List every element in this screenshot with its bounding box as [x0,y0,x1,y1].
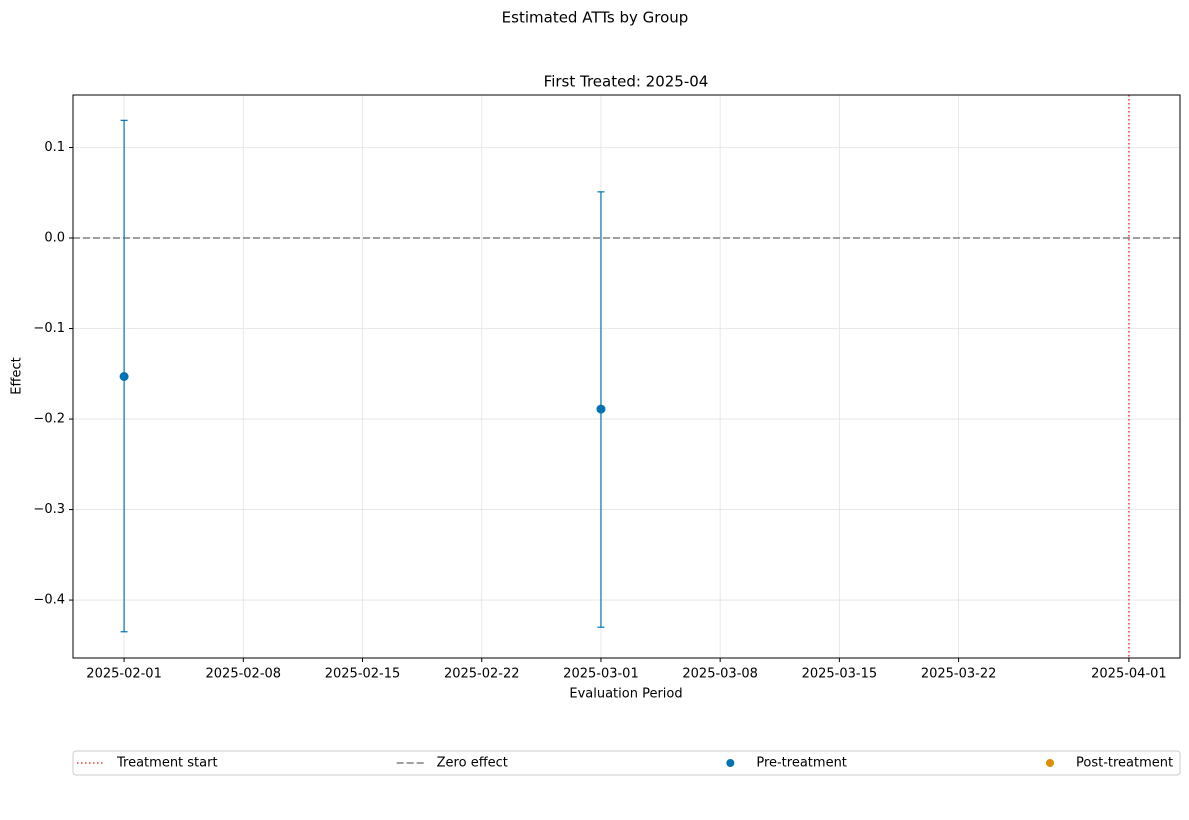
legend-box [72,750,1181,776]
x-tick-label: 2025-02-01 [86,667,162,682]
y-tick-label: −0.2 [33,412,65,427]
y-tick-label: 0.1 [44,140,65,155]
suptitle: Estimated ATTs by Group [502,9,689,27]
x-tick-label: 2025-03-15 [802,667,878,682]
y-tick-label: −0.3 [33,502,65,517]
y-tick-label: 0.0 [44,231,65,246]
x-tick-label: 2025-03-08 [682,667,758,682]
axes-frame [72,94,1181,659]
legend-label: Treatment start [116,756,218,771]
x-tick-label: 2025-02-15 [325,667,401,682]
x-tick-label: 2025-04-01 [1091,667,1167,682]
x-tick-label: 2025-02-22 [444,667,520,682]
chart-title: First Treated: 2025-04 [544,73,709,91]
x-tick-label: 2025-03-22 [921,667,997,682]
y-tick-label: −0.4 [33,593,65,608]
legend-label: Zero effect [437,756,508,771]
x-tick-label: 2025-03-01 [563,667,639,682]
y-axis-label: Effect [10,357,25,394]
point [119,372,129,381]
legend-label: Pre-treatment [756,756,847,771]
legend-dot [1046,759,1054,767]
legend-label: Post-treatment [1076,756,1173,771]
x-axis-label: Evaluation Period [569,687,682,702]
y-tick-label: −0.1 [33,321,65,336]
x-tick-label: 2025-02-08 [206,667,282,682]
point [596,404,606,414]
legend-dot [726,759,735,767]
